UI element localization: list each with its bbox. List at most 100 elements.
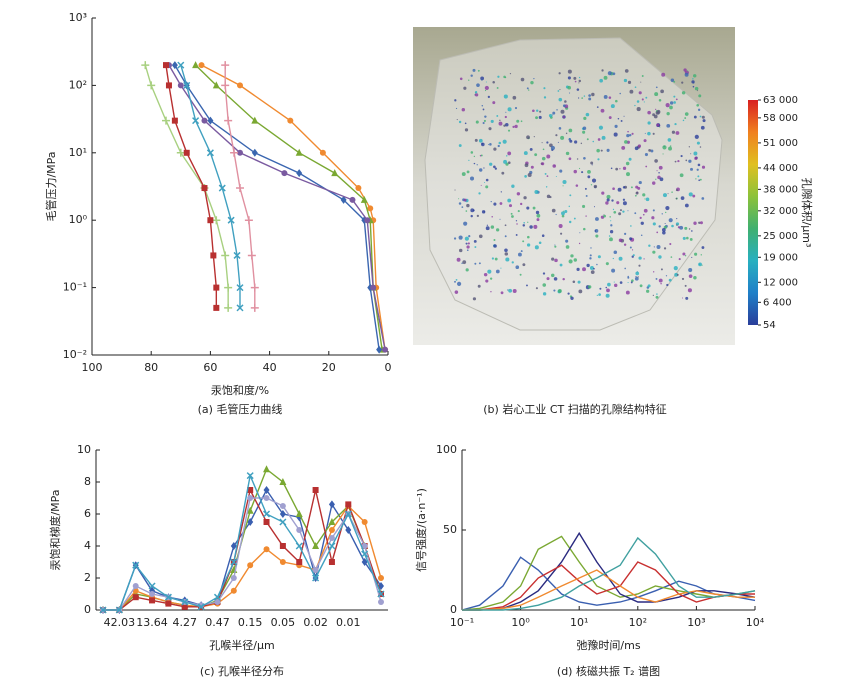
pore: [687, 70, 689, 72]
pore: [665, 275, 668, 277]
pore: [667, 193, 669, 195]
colorbar-label: 孔隙体积/μm³: [800, 178, 814, 248]
marker: [132, 583, 139, 589]
pore: [702, 119, 706, 123]
pore: [529, 225, 533, 229]
marker: [230, 587, 237, 594]
pore: [511, 184, 515, 188]
pore: [465, 268, 469, 272]
pore: [694, 134, 699, 139]
pore: [579, 232, 581, 234]
pore: [464, 122, 467, 125]
pore: [636, 100, 640, 103]
pore: [491, 257, 495, 260]
pore: [490, 119, 494, 123]
marker: [367, 205, 374, 212]
pore: [684, 203, 689, 208]
pore: [624, 140, 628, 144]
pore: [687, 288, 692, 293]
pore: [578, 97, 580, 99]
marker: [263, 465, 271, 473]
pore: [684, 117, 687, 119]
pore: [693, 151, 698, 156]
marker: [207, 116, 214, 125]
pore: [493, 202, 497, 206]
pore: [551, 257, 555, 261]
pore: [656, 231, 659, 234]
pore: [523, 151, 528, 155]
pore: [487, 269, 492, 274]
pore: [505, 111, 507, 113]
pore: [516, 223, 518, 225]
marker: [251, 148, 258, 157]
pore: [647, 284, 651, 288]
pore: [626, 172, 630, 177]
marker: [295, 148, 303, 156]
pore: [504, 252, 509, 256]
marker: [263, 546, 270, 553]
pore: [643, 101, 645, 103]
pore: [688, 268, 693, 273]
pore: [661, 72, 666, 77]
pore: [518, 252, 522, 257]
pore: [480, 184, 482, 186]
pore: [700, 125, 705, 130]
marker: [312, 487, 319, 493]
y-tick-label: 10³: [69, 11, 87, 24]
pore: [685, 159, 688, 162]
pore: [507, 198, 512, 203]
pore: [580, 142, 583, 145]
pore: [662, 145, 667, 150]
pore: [587, 169, 591, 174]
pore: [583, 95, 586, 97]
marker: [230, 148, 239, 157]
pore: [507, 151, 512, 156]
pore: [682, 297, 684, 299]
pore: [606, 288, 610, 293]
pore: [629, 134, 632, 137]
pore: [644, 198, 646, 200]
marker: [319, 149, 326, 156]
pore: [607, 71, 612, 76]
pore: [464, 128, 469, 132]
marker: [279, 510, 286, 518]
pore: [459, 77, 463, 81]
pore: [692, 78, 694, 80]
pore: [507, 289, 509, 291]
pore: [686, 236, 689, 240]
pore: [595, 234, 599, 238]
pore: [660, 89, 664, 94]
x-tick-label: 0.05: [271, 616, 296, 629]
pore: [603, 214, 606, 218]
pore: [688, 159, 692, 163]
pore: [610, 224, 613, 227]
pore: [560, 109, 565, 114]
pore: [504, 115, 507, 119]
pore: [601, 191, 605, 195]
pore: [573, 258, 578, 262]
pore: [472, 68, 476, 72]
marker: [198, 62, 205, 69]
pore: [645, 197, 650, 202]
pore: [554, 244, 556, 246]
pore: [546, 154, 551, 159]
pore: [681, 91, 686, 95]
pore: [494, 257, 498, 261]
marker: [236, 284, 244, 292]
pore: [650, 149, 654, 153]
pore: [573, 76, 577, 80]
series-line: [462, 561, 755, 611]
pore: [572, 280, 576, 284]
pore: [576, 88, 580, 91]
caption: (b) 岩心工业 CT 扫描的孔隙结构特征: [483, 402, 666, 416]
pore: [613, 281, 615, 283]
pore: [697, 163, 701, 167]
series-line: [461, 556, 756, 611]
pore: [541, 162, 545, 166]
pore: [682, 119, 685, 122]
pore: [493, 244, 497, 248]
pore: [627, 281, 629, 284]
pore: [496, 115, 499, 117]
pore: [692, 194, 696, 198]
marker: [147, 81, 156, 90]
